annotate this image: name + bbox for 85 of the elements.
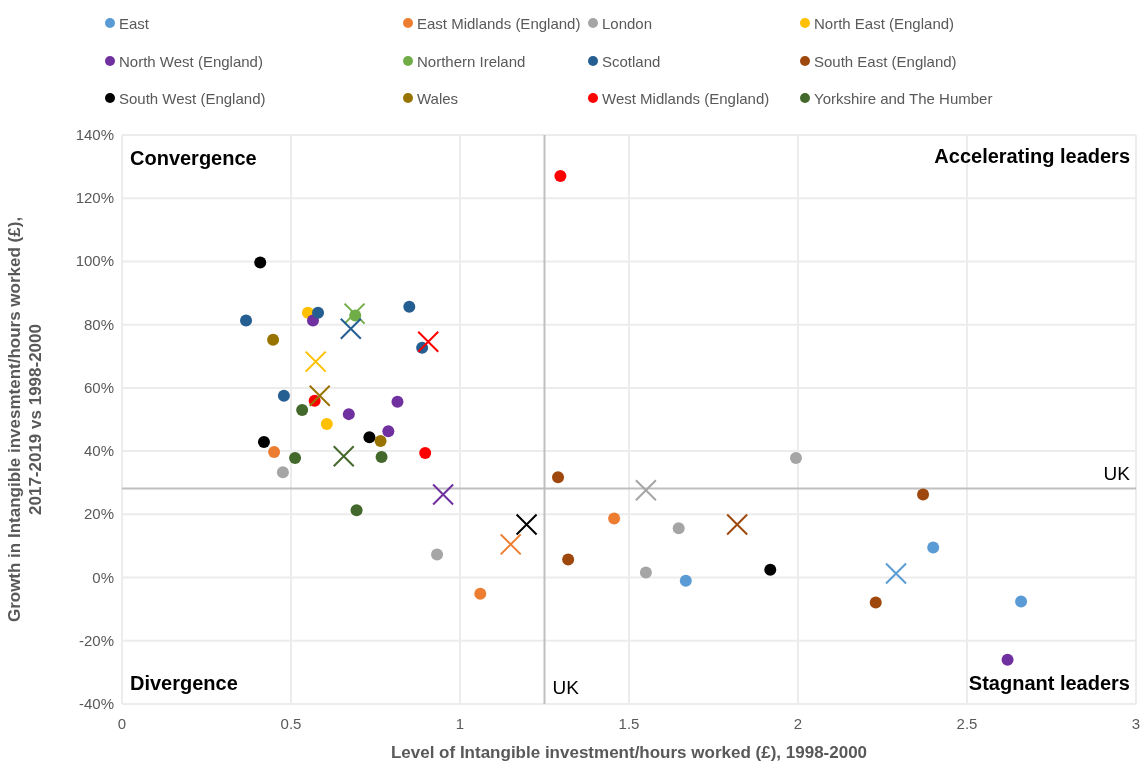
x-tick-label: 3 — [1131, 715, 1141, 732]
y-tick-label: 20% — [83, 505, 114, 523]
point — [363, 431, 376, 444]
point — [308, 384, 331, 407]
point — [515, 513, 538, 536]
point — [499, 533, 522, 556]
legend-label: East Midlands (England) — [417, 15, 581, 32]
point — [267, 333, 280, 346]
point — [254, 256, 267, 269]
x-tick-label: 1.5 — [618, 715, 640, 732]
point — [562, 553, 575, 566]
point — [268, 446, 281, 459]
point — [342, 408, 355, 421]
point — [277, 389, 290, 402]
point — [869, 596, 882, 609]
point — [764, 563, 777, 576]
legend-label: Northern Ireland — [417, 53, 526, 70]
annotation: Stagnant leaders — [968, 672, 1130, 694]
annotation: Divergence — [130, 672, 238, 694]
y-tick-label: -20% — [78, 631, 114, 649]
legend-label: Scotland — [602, 53, 661, 70]
y-tick-label: 40% — [83, 442, 114, 460]
y-tick-label: 60% — [83, 378, 114, 396]
point — [917, 488, 930, 501]
point — [1001, 653, 1014, 666]
point — [343, 302, 366, 325]
point — [679, 574, 692, 587]
point — [312, 306, 325, 319]
point — [927, 541, 940, 554]
x-tick-label: 0.5 — [280, 715, 302, 732]
point — [474, 587, 487, 600]
point — [375, 451, 388, 464]
legend-label: North West (England) — [119, 53, 263, 70]
y-tick-label: -40% — [78, 695, 114, 712]
point — [339, 317, 362, 340]
point — [885, 562, 908, 585]
point — [320, 417, 333, 430]
legend-label: Yorkshire and The Humber — [814, 90, 993, 107]
legend-label: West Midlands (England) — [602, 90, 770, 107]
annotation: Accelerating leaders — [934, 145, 1130, 167]
ref-line-label: UK — [552, 677, 580, 698]
point — [672, 522, 685, 535]
point — [374, 435, 387, 447]
x-tick-label: 1 — [455, 715, 465, 732]
x-tick-label: 2 — [793, 715, 803, 732]
point — [382, 425, 395, 438]
point — [431, 548, 444, 561]
point — [403, 300, 416, 313]
point — [276, 466, 289, 479]
point — [419, 447, 432, 460]
y-tick-label: 100% — [75, 252, 114, 270]
ref-line-label: UK — [1103, 463, 1131, 485]
point — [608, 512, 621, 525]
point — [350, 504, 363, 517]
point — [1015, 595, 1028, 608]
annotation: Convergence — [130, 147, 257, 169]
y-axis-title: Growth in Intangible invesmtent/hours worked (£), 2017-2019 vs 1998-2000 — [5, 216, 45, 623]
point — [789, 452, 802, 465]
legend-label: London — [602, 15, 653, 32]
legend-label: South West (England) — [119, 90, 266, 107]
point — [257, 435, 270, 448]
point — [726, 513, 749, 536]
point — [554, 170, 567, 183]
legend-label: South East (England) — [814, 53, 957, 70]
x-tick-label: 2.5 — [956, 715, 978, 732]
legend-label: Wales — [417, 90, 459, 107]
point — [391, 395, 404, 408]
legend-label: East — [119, 15, 150, 32]
x-axis-title: Level of Intangible investment/hours worked (£), 1998-2000 — [390, 743, 868, 762]
point — [552, 471, 565, 484]
point — [296, 404, 309, 417]
point — [634, 479, 657, 502]
legend-label: North East (England) — [814, 15, 955, 32]
y-tick-label: 120% — [75, 189, 114, 207]
point — [240, 314, 253, 327]
y-tick-label: 140% — [75, 126, 114, 143]
point — [304, 350, 327, 373]
point — [289, 452, 302, 465]
y-tick-label: 80% — [83, 315, 114, 333]
point — [332, 445, 355, 468]
point — [432, 483, 455, 506]
y-tick-label: 0% — [92, 568, 114, 586]
point — [417, 330, 440, 353]
x-tick-label: 0 — [117, 715, 127, 732]
point — [639, 566, 652, 579]
